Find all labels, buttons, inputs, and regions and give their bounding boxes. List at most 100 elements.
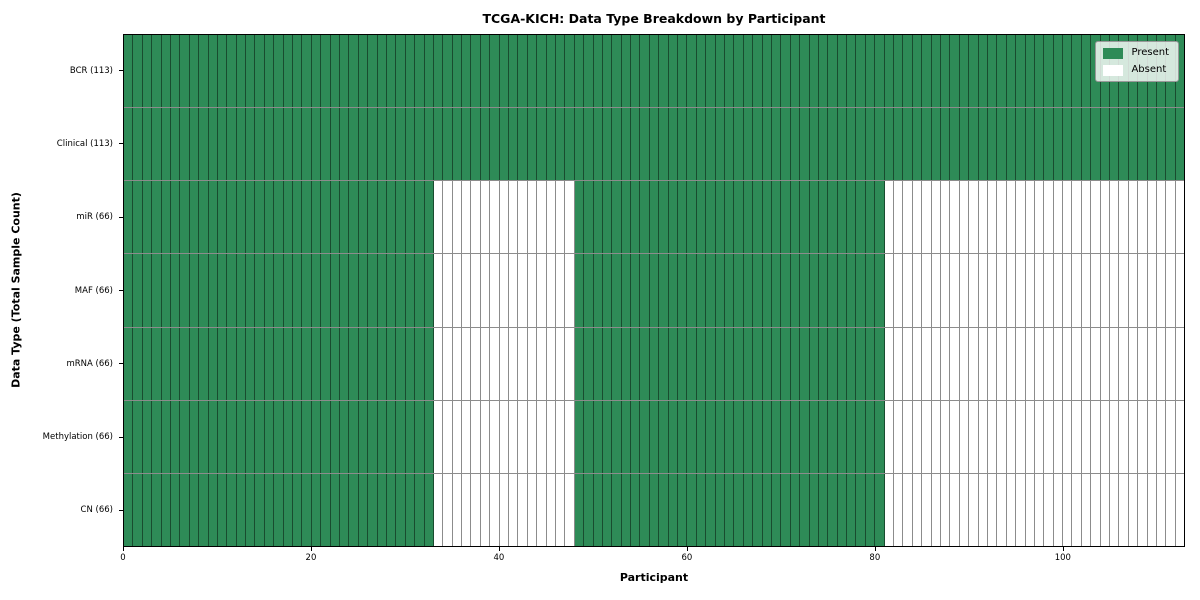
heatmap-cell <box>1006 473 1017 546</box>
heatmap-cell <box>734 35 744 108</box>
heatmap-cell <box>1110 400 1120 473</box>
heatmap-cell <box>1063 181 1073 254</box>
heatmap-cell <box>415 254 425 327</box>
heatmap-cell <box>227 108 237 181</box>
heatmap-cell <box>1063 35 1073 108</box>
heatmap-cell <box>809 473 819 546</box>
heatmap-cell <box>602 327 613 400</box>
heatmap-cell <box>1175 35 1185 108</box>
heatmap-cell <box>659 35 669 108</box>
heatmap-cell <box>753 327 763 400</box>
heatmap-cell <box>255 473 265 546</box>
ytick-label-BCR: BCR (113) <box>69 65 113 76</box>
heatmap-cell <box>170 400 181 473</box>
heatmap-cell <box>1100 400 1111 473</box>
heatmap-cell <box>433 254 444 327</box>
heatmap-cell <box>452 473 463 546</box>
heatmap-cell <box>931 254 941 327</box>
heatmap-cell <box>490 181 500 254</box>
heatmap-cell <box>405 35 416 108</box>
heatmap-cell <box>809 400 819 473</box>
heatmap-cell <box>462 254 472 327</box>
heatmap-cell <box>396 473 406 546</box>
ytick-mark <box>119 363 123 365</box>
heatmap-cell <box>856 473 866 546</box>
heatmap-cell <box>621 108 632 181</box>
heatmap-cell <box>189 400 200 473</box>
heatmap-cell <box>490 254 500 327</box>
heatmap-cell <box>706 108 716 181</box>
heatmap-cell <box>133 108 143 181</box>
heatmap-cell <box>987 473 998 546</box>
heatmap-cell <box>1128 181 1139 254</box>
heatmap-cell <box>725 254 735 327</box>
heatmap-cell <box>931 108 941 181</box>
heatmap-cell <box>659 327 669 400</box>
heatmap-cell <box>415 35 425 108</box>
heatmap-cell <box>264 181 275 254</box>
heatmap-cell <box>217 473 228 546</box>
heatmap-cell <box>377 254 387 327</box>
heatmap-cell <box>518 254 528 327</box>
heatmap-cell <box>912 473 923 546</box>
heatmap-cell <box>133 254 143 327</box>
heatmap-cell <box>518 327 528 400</box>
heatmap-cell <box>884 108 895 181</box>
heatmap-cell <box>997 254 1007 327</box>
heatmap-cell <box>433 181 444 254</box>
heatmap-cell <box>1006 254 1017 327</box>
heatmap-cell <box>762 327 772 400</box>
heatmap-cell <box>471 108 481 181</box>
heatmap-cell <box>734 108 744 181</box>
heatmap-cell <box>771 108 782 181</box>
heatmap-cell <box>236 108 247 181</box>
heatmap-cell <box>1175 327 1185 400</box>
heatmap-cell <box>349 254 359 327</box>
heatmap-cell <box>462 400 472 473</box>
heatmap-cell <box>443 35 453 108</box>
heatmap-cell <box>368 254 378 327</box>
heatmap-cell <box>593 181 603 254</box>
legend-label: Present <box>1131 47 1169 58</box>
heatmap-cell <box>706 181 716 254</box>
heatmap-cell <box>969 327 979 400</box>
heatmap-cell <box>518 181 528 254</box>
heatmap-cell <box>1034 108 1045 181</box>
heatmap-cell <box>969 35 979 108</box>
heatmap-cell <box>152 181 162 254</box>
heatmap-cell <box>940 400 951 473</box>
heatmap-cell <box>640 35 650 108</box>
heatmap-cell <box>1034 327 1045 400</box>
heatmap-cell <box>490 400 500 473</box>
heatmap-cell <box>443 473 453 546</box>
heatmap-cell <box>1006 400 1017 473</box>
heatmap-cell <box>452 400 463 473</box>
heatmap-cell <box>1025 473 1035 546</box>
heatmap-cell <box>706 35 716 108</box>
heatmap-cell <box>687 400 697 473</box>
xtick-mark <box>310 547 312 551</box>
heatmap-cell <box>133 327 143 400</box>
xtick-label-80: 80 <box>869 553 881 563</box>
heatmap-cell <box>452 108 463 181</box>
heatmap-cell <box>1110 254 1120 327</box>
heatmap-cell <box>640 473 650 546</box>
heatmap-cell <box>753 254 763 327</box>
heatmap-cell <box>180 400 190 473</box>
xtick-mark <box>123 547 124 551</box>
xtick-label-0: 0 <box>120 553 126 563</box>
heatmap-cell <box>940 35 951 108</box>
heatmap-cell <box>537 400 547 473</box>
heatmap-cell <box>940 473 951 546</box>
heatmap-cell <box>555 35 566 108</box>
heatmap-cell <box>208 473 218 546</box>
heatmap-cell <box>1110 181 1120 254</box>
heatmap-cell <box>555 473 566 546</box>
heatmap-cell <box>1147 400 1157 473</box>
heatmap-cell <box>612 473 622 546</box>
heatmap-cell <box>311 400 322 473</box>
heatmap-cell <box>274 254 284 327</box>
heatmap-cell <box>659 181 669 254</box>
heatmap-cell <box>452 254 463 327</box>
heatmap-cell <box>537 254 547 327</box>
